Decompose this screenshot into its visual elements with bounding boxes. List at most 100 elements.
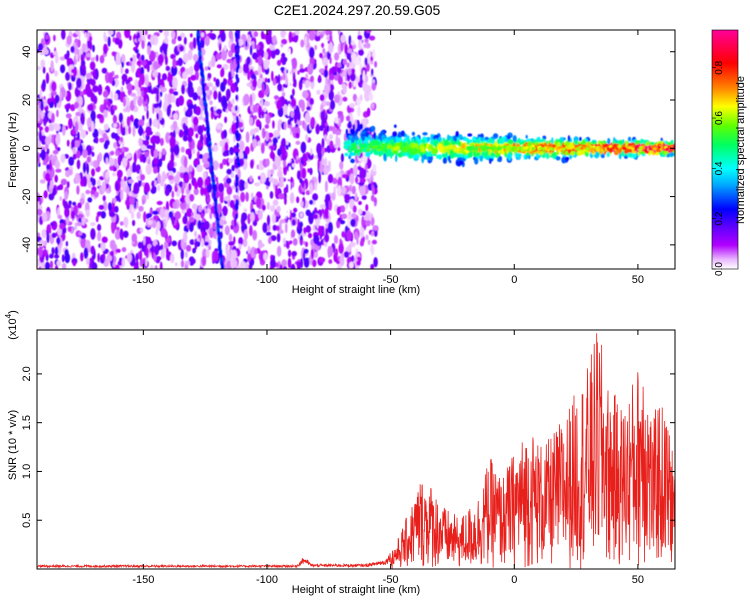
- spectrogram-blob: [255, 197, 262, 208]
- spectrogram-blob: [340, 34, 347, 43]
- spectrogram-blob: [216, 64, 222, 69]
- spectrogram-blob: [453, 135, 457, 143]
- snr-panel: -150 -100 -50 0 50 0.5 1.0 1.5 2.0 Height of st…: [4, 310, 676, 596]
- spectrogram-blob: [341, 231, 346, 238]
- spectrogram-blob: [72, 260, 77, 267]
- spectrogram-blob: [51, 81, 57, 92]
- spectrogram-blob: [86, 162, 89, 175]
- spectrogram-blob: [314, 181, 318, 191]
- spectrogram-blob: [369, 149, 373, 155]
- spectrogram-blob: [319, 52, 323, 59]
- spectrogram-blob: [358, 201, 362, 205]
- spectrogram-blob: [656, 148, 660, 152]
- spectrogram-blob: [418, 138, 422, 146]
- spectrogram-blob: [270, 168, 275, 175]
- spectrogram-blob: [503, 145, 507, 149]
- spectrogram-blob: [344, 44, 349, 55]
- spectrogram-blob: [231, 164, 235, 172]
- spectrogram-blob: [143, 211, 147, 223]
- spectrogram-blob: [447, 155, 451, 162]
- spectrogram-blob: [182, 181, 186, 190]
- spectrogram-blob: [65, 71, 71, 81]
- spectrogram-blob: [329, 41, 333, 53]
- spectrogram-blob: [155, 257, 161, 264]
- spectrogram-blob: [287, 206, 290, 215]
- spectrogram-blob: [397, 152, 403, 158]
- spectrogram-blob: [249, 175, 253, 183]
- spectrogram-blob: [171, 240, 177, 247]
- spectrogram-blob: [75, 30, 79, 35]
- spectrogram-blob: [146, 109, 149, 120]
- spectrogram-blob: [324, 122, 328, 127]
- spectrogram-blob: [249, 45, 253, 56]
- spectrogram-blob: [282, 266, 288, 269]
- spectrogram-blob: [140, 144, 147, 151]
- spectrogram-blob: [112, 123, 118, 128]
- spectrogram-blob: [75, 111, 81, 117]
- spectrogram-blob: [220, 265, 225, 269]
- spectrogram-blob: [53, 34, 56, 42]
- spectrogram-blob: [226, 177, 232, 184]
- spectrogram-blob: [525, 146, 529, 150]
- spectrogram-blob: [177, 57, 183, 67]
- spectrogram-blob: [323, 69, 328, 78]
- spectrogram-blob: [228, 241, 235, 246]
- spectrogram-blob: [260, 142, 265, 154]
- spectrogram-blob: [347, 48, 353, 54]
- spectrogram-blob: [170, 30, 176, 40]
- spectrogram-blob: [157, 173, 162, 184]
- spectrogram-blob: [114, 37, 120, 45]
- x-tick-label: -50: [383, 574, 399, 586]
- spectrogram-blob: [132, 219, 136, 227]
- spectrogram-blob: [138, 137, 143, 147]
- spectrogram-blob: [264, 124, 269, 129]
- spectrogram-blob: [86, 89, 93, 98]
- spectrogram-blob: [120, 189, 124, 201]
- spectrogram-blob: [288, 171, 291, 180]
- spectrogram-blob: [352, 205, 357, 213]
- spectrogram-blob: [236, 200, 240, 206]
- spectrogram-blob: [442, 149, 446, 154]
- spectrogram-blob: [564, 156, 570, 161]
- spectrogram-blob: [320, 109, 326, 122]
- spectrogram-blob: [222, 205, 228, 217]
- spectrogram-blob: [107, 202, 113, 212]
- spectrogram-blob: [153, 103, 159, 109]
- spectrogram-blob: [124, 218, 129, 228]
- spectrogram-blob: [282, 72, 286, 81]
- spectrogram-blob: [223, 220, 227, 225]
- spectrogram-blob: [144, 76, 149, 87]
- spectrogram-blob: [280, 30, 287, 36]
- x-tick-label: -100: [256, 574, 278, 586]
- spectrogram-blob: [115, 60, 122, 66]
- spectrogram-blob: [299, 68, 306, 73]
- spectrogram-blob: [133, 118, 140, 129]
- spectrogram-blob: [392, 131, 398, 138]
- spectrogram-blob: [515, 152, 518, 159]
- spectrogram-blob: [276, 59, 282, 66]
- spectrogram-blob: [102, 90, 109, 98]
- spectrogram-blob: [44, 49, 49, 55]
- spectrogram-blob: [50, 222, 55, 227]
- spectrogram-blob: [365, 219, 371, 227]
- spectrogram-frame: [36, 29, 676, 270]
- spectrogram-blob: [350, 158, 355, 164]
- spectrogram-blob: [156, 113, 159, 121]
- spectrogram-blob: [266, 185, 269, 190]
- spectrogram-blob: [373, 257, 378, 268]
- spectrogram-blob: [631, 147, 635, 151]
- spectrogram-blob: [170, 253, 175, 264]
- spectrogram-blob: [143, 182, 150, 194]
- spectrogram-blob: [262, 222, 268, 233]
- spectrogram-x-ticks: -150 -100 -50 0 50: [132, 30, 644, 286]
- spectrogram-blob: [372, 164, 377, 172]
- spectrogram-blob: [217, 203, 222, 214]
- spectrogram-blob: [169, 88, 174, 95]
- spectrogram-blob: [96, 179, 101, 187]
- spectrogram-blob: [100, 211, 107, 219]
- spectrogram-blob: [277, 83, 283, 92]
- spectrogram-blob: [368, 92, 374, 101]
- spectrogram-blob: [387, 148, 393, 157]
- spectrogram-blob: [135, 95, 139, 101]
- spectrogram-blob: [144, 151, 150, 158]
